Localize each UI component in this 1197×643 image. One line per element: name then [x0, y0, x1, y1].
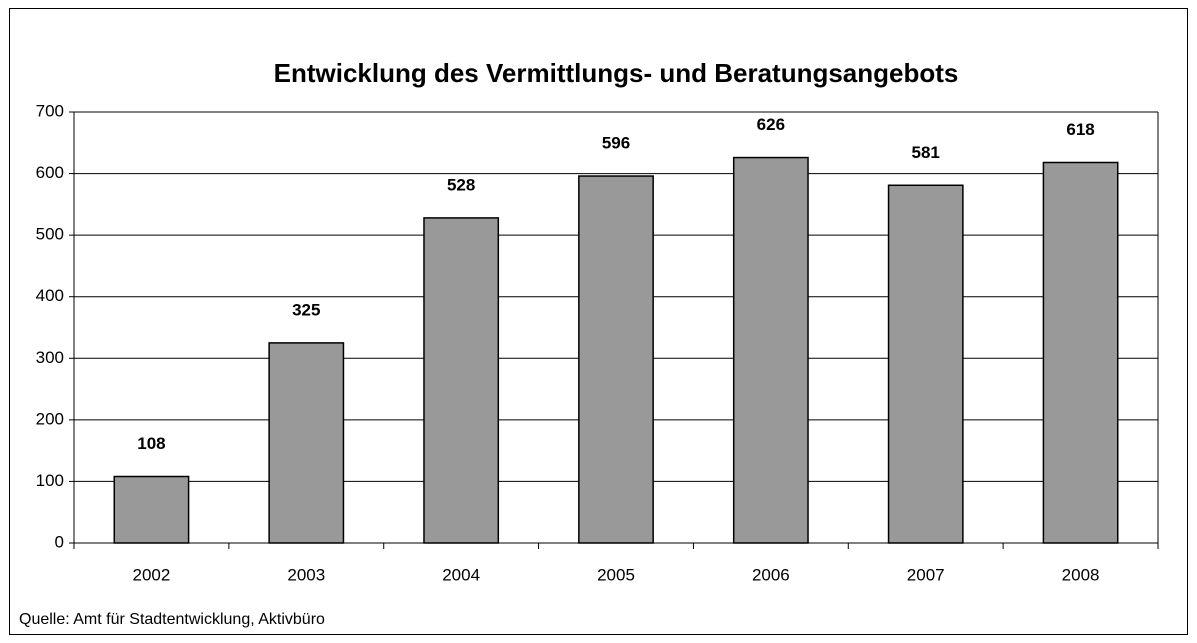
y-tick-label: 0: [55, 532, 64, 551]
bar: [578, 175, 654, 544]
x-tick-label: 2008: [1062, 565, 1100, 584]
bar: [1042, 161, 1119, 544]
bar: [268, 342, 345, 544]
data-label: 108: [137, 434, 165, 453]
y-tick-label: 300: [36, 348, 64, 367]
bar: [887, 184, 964, 544]
y-tick-label: 200: [36, 409, 64, 428]
data-label: 596: [602, 134, 630, 153]
y-tick-label: 100: [36, 471, 64, 490]
source-note: Quelle: Amt für Stadtentwicklung, Aktivb…: [19, 611, 325, 628]
bar: [113, 475, 190, 544]
x-tick-label: 2005: [597, 565, 635, 584]
data-label: 581: [912, 143, 940, 162]
data-label: 626: [757, 115, 785, 134]
data-label: 528: [447, 175, 475, 194]
x-tick-label: 2007: [907, 565, 945, 584]
x-tick-label: 2006: [752, 565, 790, 584]
y-tick-label: 400: [36, 286, 64, 305]
data-label: 618: [1066, 120, 1094, 139]
x-tick-label: 2002: [133, 565, 171, 584]
x-tick-label: 2003: [287, 565, 325, 584]
y-tick-label: 600: [36, 163, 64, 182]
bar: [732, 156, 809, 544]
bar: [423, 217, 500, 544]
y-tick-label: 500: [36, 225, 64, 244]
data-label: 325: [292, 300, 320, 319]
y-tick-label: 700: [36, 101, 64, 120]
chart-title: Entwicklung des Vermittlungs- und Beratu…: [274, 58, 959, 88]
x-tick-label: 2004: [442, 565, 480, 584]
